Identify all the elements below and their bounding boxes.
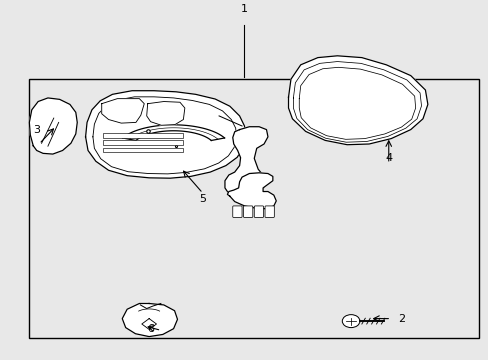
Circle shape	[342, 315, 359, 328]
Polygon shape	[288, 56, 427, 145]
Bar	[102, 133, 183, 138]
FancyBboxPatch shape	[243, 206, 252, 217]
FancyBboxPatch shape	[264, 206, 274, 217]
FancyBboxPatch shape	[254, 206, 263, 217]
Text: 1: 1	[241, 4, 247, 14]
Bar	[102, 140, 183, 145]
Text: 4: 4	[385, 153, 391, 163]
Bar	[29, 79, 478, 338]
Polygon shape	[122, 303, 177, 337]
Polygon shape	[85, 91, 245, 178]
Polygon shape	[227, 173, 276, 209]
Text: 6: 6	[147, 324, 154, 334]
Polygon shape	[224, 127, 267, 196]
Polygon shape	[146, 102, 184, 125]
Polygon shape	[29, 98, 77, 154]
Text: 5: 5	[199, 194, 206, 204]
FancyBboxPatch shape	[232, 206, 242, 217]
Text: 3: 3	[33, 125, 40, 135]
Polygon shape	[102, 99, 144, 123]
Polygon shape	[122, 125, 224, 140]
Text: 2: 2	[398, 314, 405, 324]
Bar	[102, 148, 183, 152]
